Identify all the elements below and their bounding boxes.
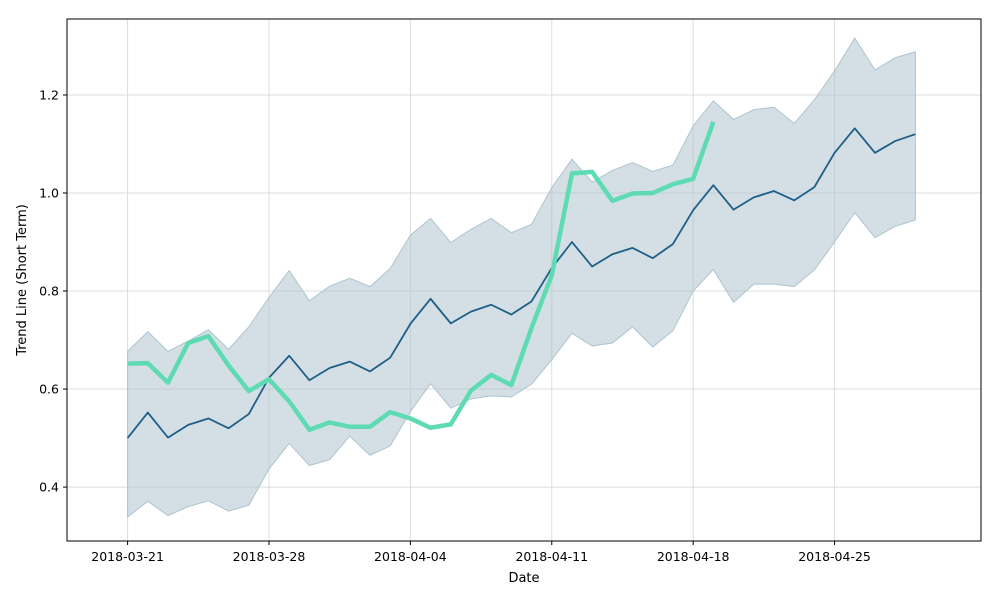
x-axis-label: Date bbox=[508, 571, 539, 586]
confidence-band bbox=[127, 37, 916, 519]
actual-series-line bbox=[127, 121, 716, 432]
y-tick-label: 1.2 bbox=[39, 87, 59, 102]
forecast-series-line bbox=[126, 127, 916, 439]
y-tick-label: 0.8 bbox=[39, 284, 59, 299]
series-group bbox=[126, 121, 916, 439]
x-tick-label: 2018-04-25 bbox=[798, 549, 871, 564]
y-axis-label: Trend Line (Short Term) bbox=[15, 204, 30, 357]
x-tick-label: 2018-04-18 bbox=[657, 549, 730, 564]
x-tick-label: 2018-03-21 bbox=[91, 549, 164, 564]
plot-frame bbox=[66, 18, 982, 542]
y-tick-label: 0.6 bbox=[39, 382, 59, 397]
confidence-band-group bbox=[127, 37, 916, 519]
x-tick-label: 2018-04-04 bbox=[374, 549, 447, 564]
x-axis: 2018-03-21 2018-03-28 2018-04-04 2018-04-11… bbox=[91, 541, 871, 564]
y-tick-label: 1.0 bbox=[39, 186, 59, 201]
x-tick-label: 2018-04-11 bbox=[515, 549, 588, 564]
y-axis: 0.4 0.6 0.8 1.0 1.2 bbox=[39, 87, 67, 495]
x-tick-label: 2018-03-28 bbox=[233, 549, 306, 564]
y-tick-label: 0.4 bbox=[39, 480, 59, 495]
